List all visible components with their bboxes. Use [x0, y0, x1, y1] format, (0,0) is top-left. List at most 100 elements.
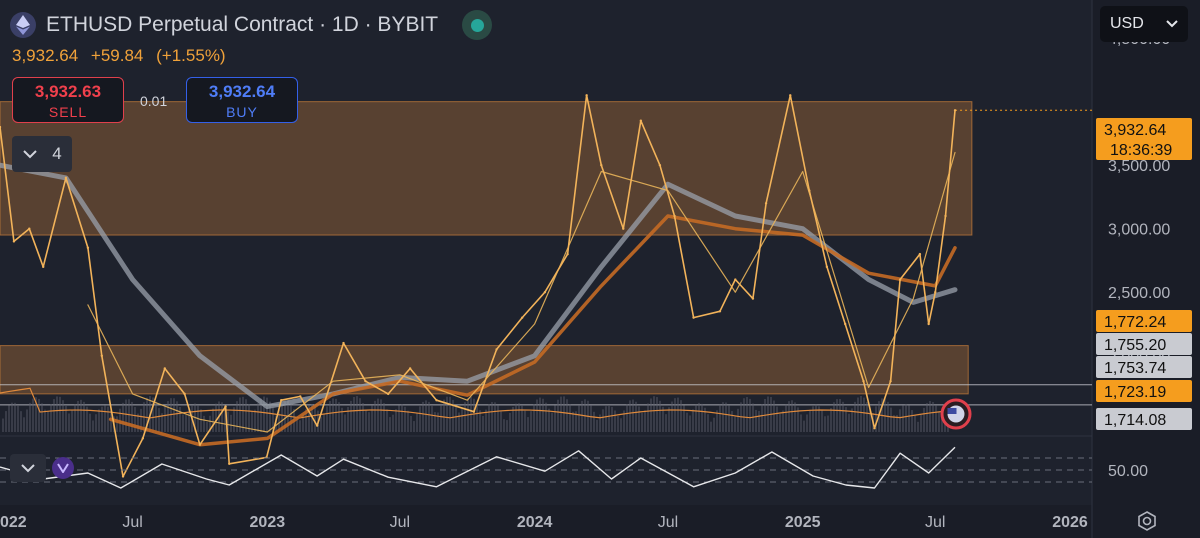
volume-bar	[929, 401, 931, 432]
volume-bar	[107, 406, 109, 432]
symbol-header: ETHUSD Perpetual Contract · 1D · BYBIT	[10, 8, 493, 42]
volume-bar	[680, 400, 682, 432]
volume-bar	[794, 402, 796, 432]
currency-selector[interactable]: USD	[1100, 6, 1188, 42]
volume-bar	[368, 412, 370, 432]
volume-bar	[38, 398, 40, 432]
volume-bar	[563, 396, 565, 432]
price-point	[100, 354, 104, 357]
volume-bar	[551, 412, 553, 432]
sell-label: SELL	[48, 104, 88, 120]
price-change-pct: (+1.55%)	[156, 46, 226, 65]
volume-bar	[845, 407, 847, 432]
oscillator-controls	[10, 454, 74, 482]
volume-bar	[104, 405, 106, 432]
volume-bar	[335, 398, 337, 432]
volume-bar	[125, 399, 127, 432]
volume-bar	[68, 413, 70, 432]
volume-bar	[437, 412, 439, 432]
volume-bar	[719, 404, 721, 432]
volume-bar	[356, 396, 358, 432]
volume-bar	[116, 416, 118, 432]
indicators-toggle-button[interactable]: 4	[12, 136, 72, 172]
volume-bar	[590, 405, 592, 432]
volume-bar	[479, 410, 481, 432]
volume-bar	[395, 409, 397, 432]
price-point	[873, 426, 876, 430]
support-resistance-zone-0	[0, 101, 973, 236]
price-point	[658, 163, 662, 167]
volume-bar	[851, 408, 853, 432]
volume-bar	[122, 402, 124, 432]
volume-bar	[833, 402, 835, 432]
price-point	[472, 410, 476, 413]
volume-bar	[542, 398, 544, 432]
volume-bar	[530, 411, 532, 432]
currency-label: USD	[1110, 15, 1144, 32]
price-point	[520, 316, 524, 319]
price-point	[342, 341, 345, 345]
volume-bar	[47, 411, 49, 432]
symbol-title[interactable]: ETHUSD Perpetual Contract · 1D · BYBIT	[46, 13, 439, 36]
price-point	[141, 437, 145, 440]
volume-bar	[848, 413, 850, 432]
volume-bar	[776, 406, 778, 432]
volume-bar	[710, 421, 712, 432]
x-tick-label: 022	[0, 514, 27, 531]
volume-bar	[734, 416, 736, 432]
price-point	[12, 240, 16, 243]
volume-bar	[326, 406, 328, 432]
volume-bar	[698, 402, 700, 432]
volume-bar	[377, 398, 379, 432]
volume-bar	[626, 404, 628, 432]
x-tick-label: 2026	[1052, 514, 1088, 531]
volume-bar	[824, 416, 826, 432]
volume-bar	[329, 401, 331, 432]
buy-price: 3,932.64	[208, 82, 276, 101]
volume-bar	[686, 412, 688, 432]
volume-bar	[410, 415, 412, 432]
oscillator-collapse-button[interactable]	[10, 454, 46, 482]
volume-bar	[668, 407, 670, 432]
price-label-text: 1,714.08	[1104, 412, 1166, 429]
price-point	[224, 405, 227, 408]
volume-bar	[212, 408, 214, 432]
volume-bar	[578, 405, 580, 432]
price-point	[86, 246, 90, 249]
volume-bar	[29, 402, 31, 432]
price-label-text: 1,772.24	[1104, 314, 1166, 331]
volume-bar	[164, 406, 166, 432]
volume-bar	[392, 414, 394, 432]
volume-bar	[269, 401, 271, 432]
volume-bar	[362, 403, 364, 432]
volume-bar	[896, 415, 898, 432]
buy-button[interactable]: 3,932.64 BUY	[186, 77, 298, 123]
volume-bar	[230, 414, 232, 432]
volume-bar	[413, 421, 415, 432]
volume-bar	[533, 404, 535, 432]
volume-bar	[800, 414, 802, 432]
volume-bar	[251, 410, 253, 432]
volume-bar	[638, 406, 640, 432]
price-point	[751, 297, 755, 300]
price-point	[408, 367, 412, 370]
volume-bar	[434, 412, 436, 432]
volume-bar	[95, 414, 97, 432]
volume-bar	[404, 406, 406, 432]
volume-bar	[365, 409, 367, 432]
settings-icon[interactable]	[1136, 510, 1158, 532]
volume-bar	[92, 420, 94, 432]
price-label-badge	[1096, 356, 1192, 378]
volume-bar	[806, 414, 808, 432]
volume-bar	[569, 404, 571, 432]
volume-bar	[206, 422, 208, 432]
volume-bar	[911, 410, 913, 432]
volume-bar	[131, 401, 133, 432]
volume-bar	[899, 409, 901, 432]
x-tick-label: 2024	[517, 514, 553, 531]
price-point	[386, 392, 390, 396]
x-tick-label: 2023	[250, 514, 286, 531]
price-label-text: 1,723.19	[1104, 384, 1166, 401]
sell-button[interactable]: 3,932.63 SELL	[12, 77, 124, 123]
